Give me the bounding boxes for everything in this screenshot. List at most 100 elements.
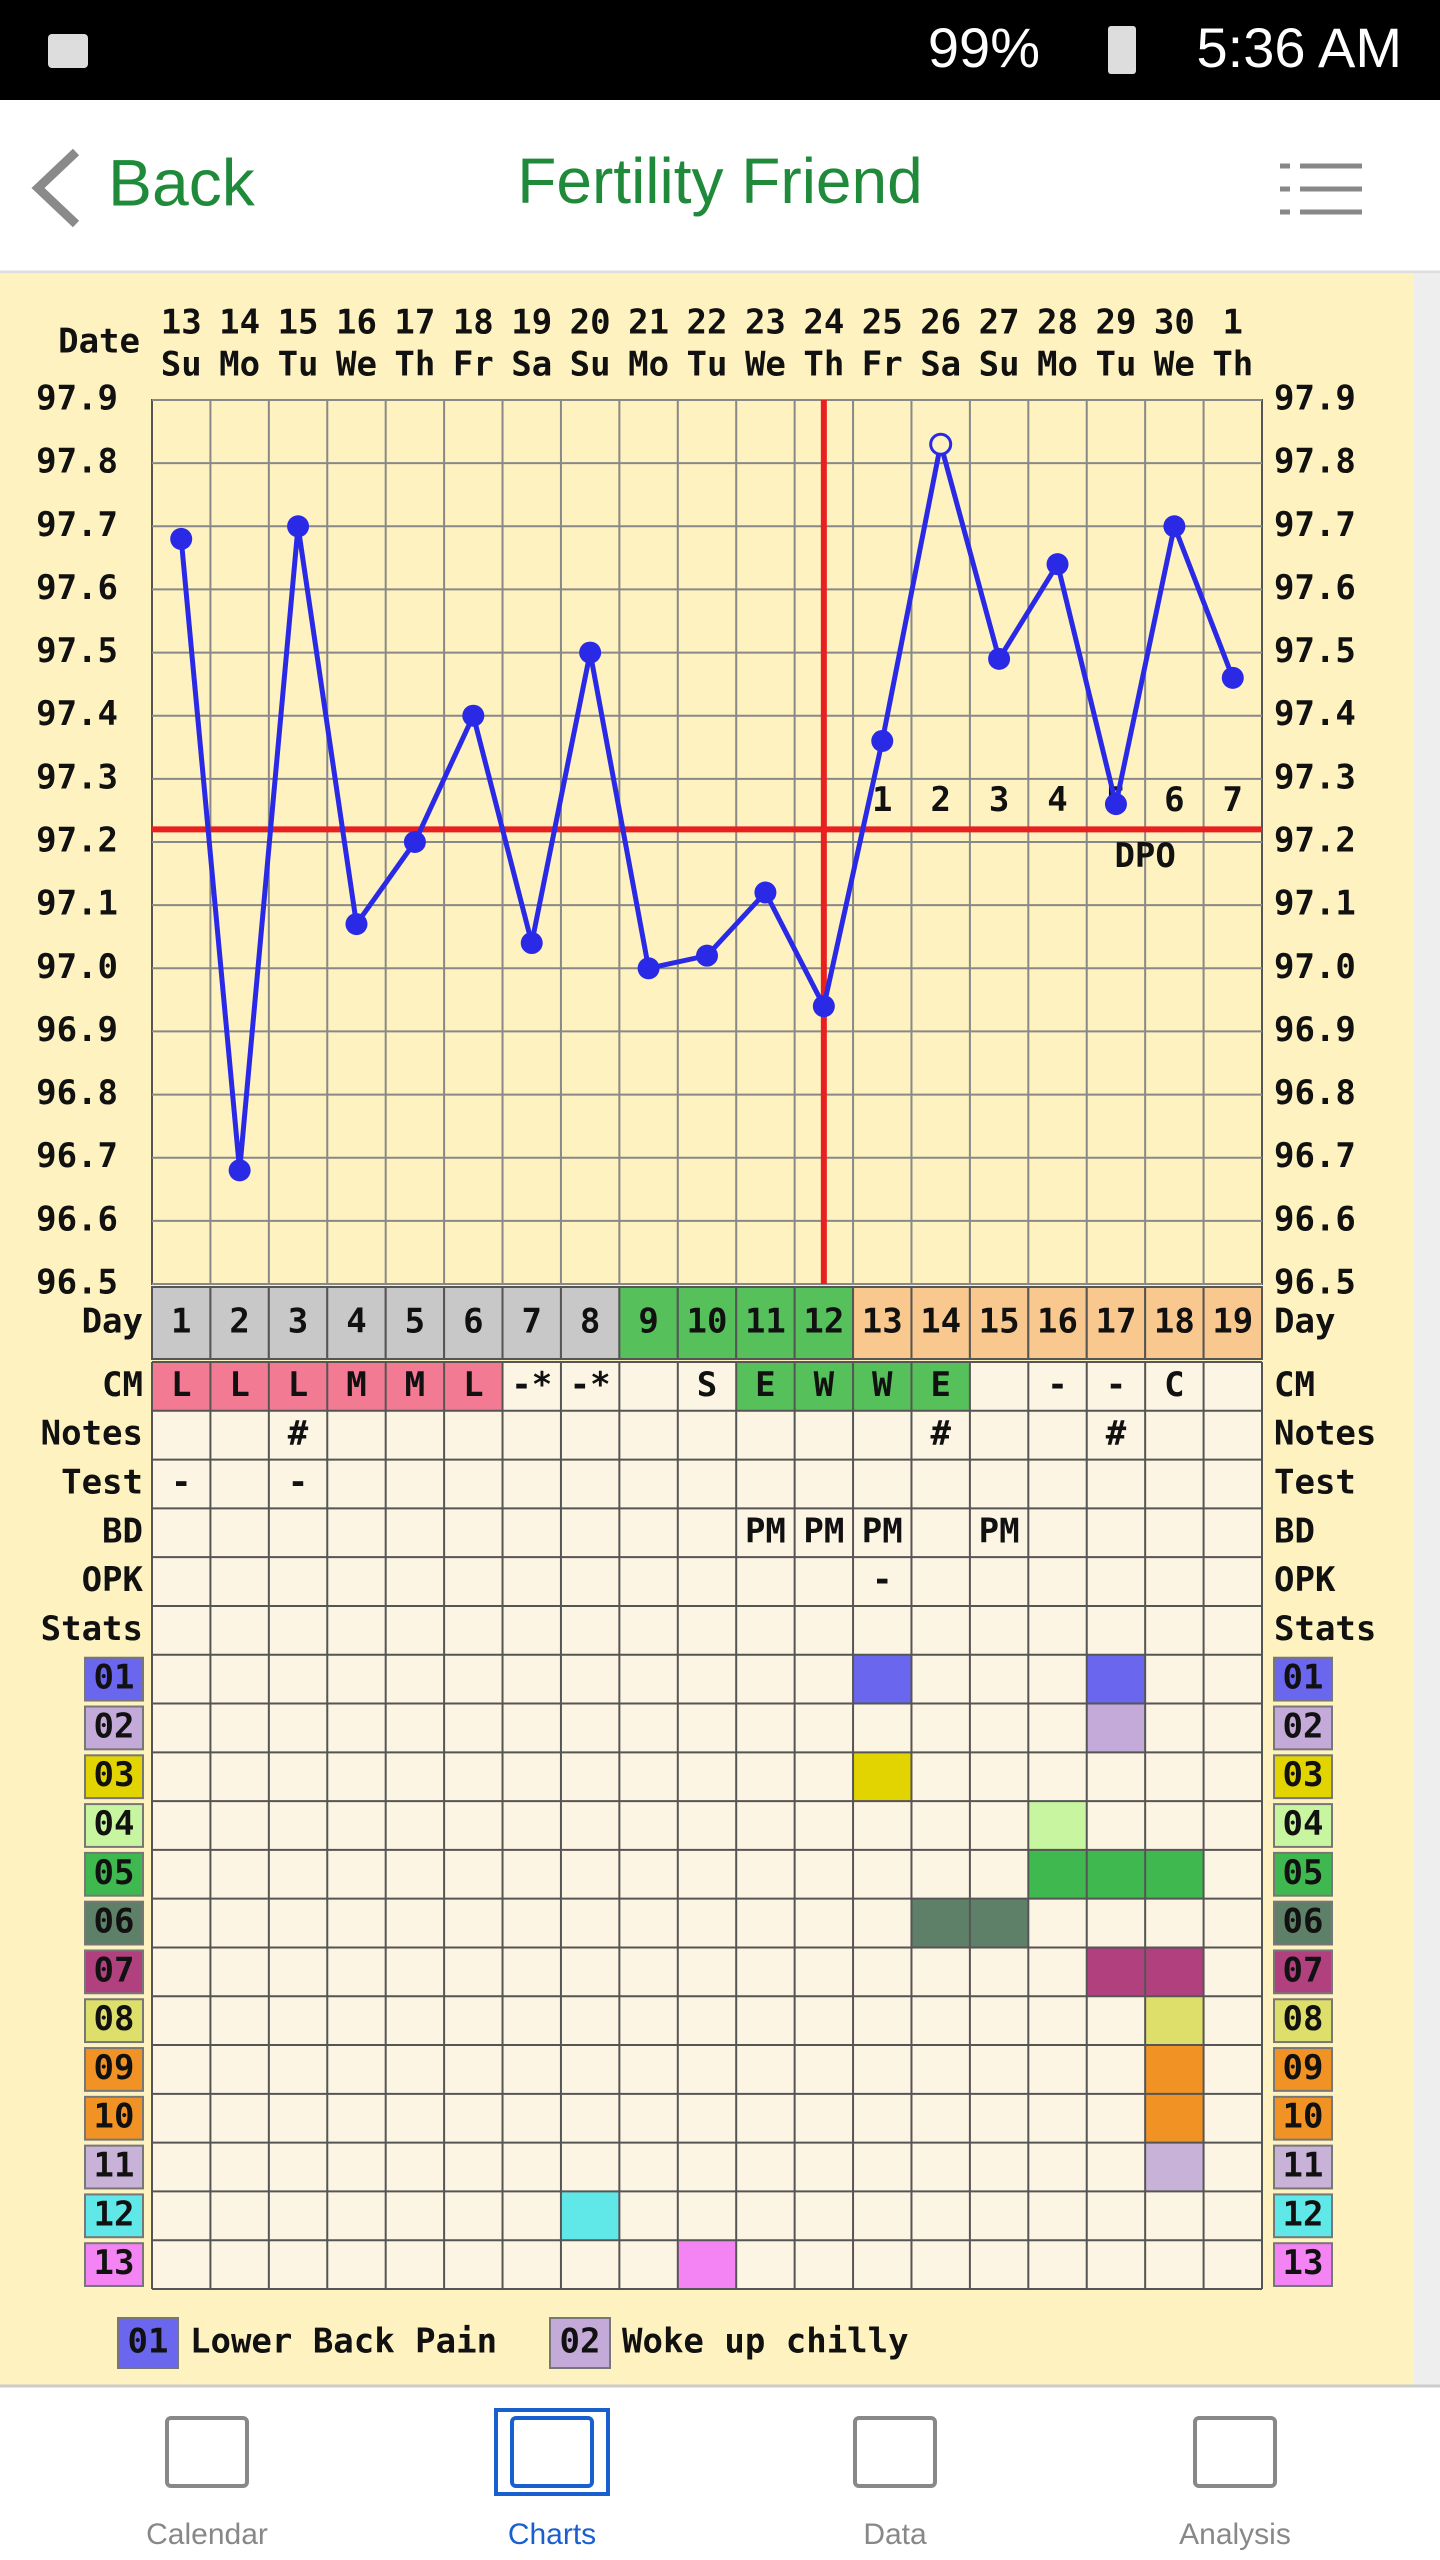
nav-label[interactable]: Calendar bbox=[146, 2518, 268, 2551]
cell-text: L bbox=[463, 1365, 483, 1405]
nav-label[interactable]: Data bbox=[863, 2518, 927, 2551]
cell-text: PM bbox=[862, 1511, 903, 1551]
cell-text: # bbox=[288, 1414, 309, 1454]
nav-icon[interactable] bbox=[510, 2416, 594, 2488]
symptom-code-box bbox=[84, 1998, 144, 2044]
cell-text: PM bbox=[803, 1511, 844, 1551]
date-label: 1 bbox=[1223, 303, 1243, 343]
symptom-cell bbox=[1028, 1849, 1087, 1899]
y-tick-label: 97.3 bbox=[36, 757, 118, 797]
symptom-cell bbox=[1145, 2142, 1204, 2192]
symptom-cell bbox=[969, 1898, 1029, 1948]
nav-icon[interactable] bbox=[1193, 2416, 1277, 2488]
symptom-cell bbox=[1145, 2045, 1204, 2094]
symptom-code-box-right bbox=[1273, 1949, 1333, 1995]
nav-label[interactable]: Charts bbox=[508, 2518, 596, 2551]
day-cell bbox=[1144, 1286, 1205, 1360]
date-label: 14 bbox=[219, 303, 260, 343]
row-label: OPK bbox=[82, 1560, 144, 1600]
symptom-code-box bbox=[84, 2095, 144, 2141]
cell-text: L bbox=[229, 1365, 249, 1405]
y-tick-label: 97.5 bbox=[36, 631, 118, 671]
symptom-code-box-right bbox=[1273, 2047, 1333, 2092]
weekday-label: Tu bbox=[1095, 345, 1136, 385]
symptom-code-box bbox=[84, 1851, 144, 1897]
date-label: 26 bbox=[920, 303, 961, 343]
weekday-label: Sa bbox=[920, 345, 961, 385]
date-label: 30 bbox=[1154, 303, 1195, 343]
symptom-cell bbox=[1086, 1849, 1146, 1899]
app-header bbox=[0, 100, 1440, 272]
app-title: Fertility Friend bbox=[517, 145, 922, 217]
symptom-code-box bbox=[84, 1949, 144, 1995]
symptom-code: 04 bbox=[94, 1804, 135, 1844]
dpo-number: 1 bbox=[872, 780, 892, 820]
symptom-code: 05 bbox=[94, 1853, 135, 1893]
row-label: Test bbox=[61, 1462, 143, 1502]
temperature-point bbox=[929, 432, 953, 456]
cell-text: - bbox=[872, 1560, 892, 1600]
nav-icon[interactable] bbox=[853, 2416, 937, 2488]
symptom-code-box-right bbox=[1273, 1705, 1333, 1751]
symptom-code-right: 04 bbox=[1283, 1804, 1324, 1844]
weekday-label: Su bbox=[979, 345, 1020, 385]
cell-text: S bbox=[697, 1365, 717, 1405]
symptom-cell bbox=[1145, 1947, 1204, 1997]
symptom-code-box-right bbox=[1273, 1998, 1333, 2044]
temperature-point bbox=[579, 641, 602, 664]
symptom-cell bbox=[1028, 1801, 1087, 1850]
cycle-day: 10 bbox=[687, 1302, 728, 1342]
cycle-day: 7 bbox=[521, 1302, 541, 1342]
symptom-code-right: 03 bbox=[1283, 1755, 1324, 1795]
back-chevron[interactable] bbox=[31, 148, 80, 228]
weekday-label: Fr bbox=[862, 345, 903, 385]
day-cell bbox=[1202, 1286, 1264, 1360]
row-label: Stats bbox=[41, 1609, 143, 1649]
clock: 5:36 AM bbox=[1197, 16, 1402, 79]
row-label: CM bbox=[102, 1365, 143, 1405]
symptom-code-right: 07 bbox=[1283, 1950, 1324, 1990]
symptom-cell bbox=[1086, 1654, 1146, 1704]
y-tick-label: 97.6 bbox=[36, 568, 118, 608]
weekday-label: We bbox=[745, 345, 786, 385]
symptom-code-box-right bbox=[1273, 2095, 1333, 2141]
nav-icon[interactable] bbox=[165, 2416, 249, 2488]
y-tick-label: 97.8 bbox=[36, 442, 118, 482]
day-cell bbox=[384, 1286, 446, 1360]
symptom-code-box-right bbox=[1273, 1754, 1333, 1800]
cycle-day: 11 bbox=[745, 1302, 786, 1342]
dpo-number: 6 bbox=[1164, 780, 1184, 820]
battery: 99% bbox=[928, 16, 1040, 79]
cycle-day: 16 bbox=[1037, 1302, 1078, 1342]
day-cell bbox=[501, 1286, 562, 1360]
y-tick-label-right: 97.6 bbox=[1274, 568, 1356, 608]
temperature-point bbox=[287, 515, 310, 538]
row-label-right: Stats bbox=[1274, 1609, 1376, 1649]
day-cell bbox=[852, 1286, 913, 1360]
temperature-point bbox=[1163, 515, 1186, 538]
symptom-code-box-right bbox=[1273, 2193, 1333, 2239]
weekday-label: We bbox=[1154, 345, 1195, 385]
y-tick-label-right: 96.6 bbox=[1274, 1199, 1356, 1239]
cell-text: L bbox=[288, 1365, 308, 1405]
y-tick-label: 97.7 bbox=[36, 505, 118, 545]
cell-text: - bbox=[1106, 1365, 1126, 1405]
cycle-day: 13 bbox=[862, 1302, 903, 1342]
cycle-day: 1 bbox=[171, 1302, 191, 1342]
menu-icon[interactable] bbox=[1280, 163, 1362, 215]
weekday-label: Fr bbox=[453, 345, 494, 385]
cycle-day: 5 bbox=[405, 1302, 425, 1342]
row-label-right: Day bbox=[1274, 1302, 1335, 1342]
weekday-label: Th bbox=[394, 345, 435, 385]
bottom-nav bbox=[0, 2386, 1440, 2560]
symptom-cell bbox=[1145, 2093, 1204, 2143]
symptom-code-box bbox=[84, 1803, 144, 1848]
cell-fill bbox=[911, 1362, 970, 1411]
cell-fill bbox=[327, 1362, 386, 1411]
back-button[interactable]: Back bbox=[108, 145, 256, 219]
nav-icon-frame[interactable] bbox=[494, 2408, 610, 2496]
nav-label[interactable]: Analysis bbox=[1179, 2518, 1291, 2551]
temperature-point bbox=[462, 704, 485, 727]
dpo-number: 3 bbox=[989, 780, 1009, 820]
nav-items: Calendar Charts Data Analysis bbox=[146, 2408, 1291, 2551]
